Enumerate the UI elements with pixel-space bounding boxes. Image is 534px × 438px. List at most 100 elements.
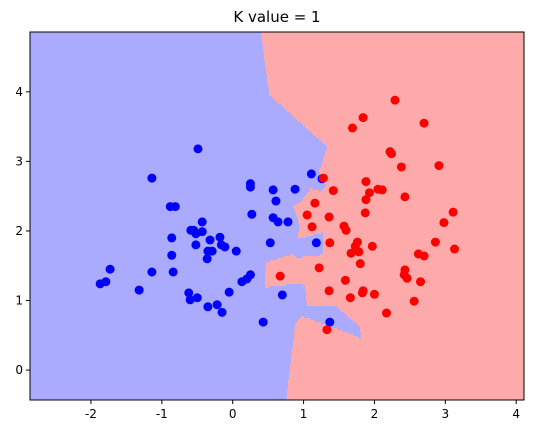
- decision-region: [263, 50, 525, 53]
- point: [386, 149, 396, 159]
- point: [283, 217, 293, 227]
- decision-region: [319, 190, 322, 193]
- decision-region: [30, 116, 295, 119]
- x-tick-label: 0: [229, 407, 237, 421]
- decision-region: [285, 108, 525, 111]
- decision-region: [288, 380, 525, 383]
- point: [216, 240, 226, 250]
- decision-region: [323, 188, 525, 191]
- decision-region: [264, 54, 525, 57]
- decision-region: [30, 142, 324, 145]
- decision-region: [344, 312, 525, 315]
- decision-region: [294, 336, 359, 339]
- point: [328, 186, 338, 196]
- point: [434, 161, 444, 171]
- decision-region: [30, 388, 289, 391]
- decision-region: [326, 150, 525, 153]
- point: [217, 307, 227, 317]
- decision-region: [30, 90, 270, 93]
- point: [134, 285, 144, 295]
- decision-region: [267, 80, 525, 83]
- decision-region: [30, 326, 296, 329]
- decision-region: [290, 370, 525, 373]
- decision-region: [30, 220, 299, 223]
- decision-region: [30, 340, 294, 343]
- decision-region: [30, 288, 306, 291]
- decision-region: [30, 190, 310, 193]
- decision-region: [30, 238, 298, 241]
- decision-region: [295, 328, 338, 331]
- decision-region: [30, 280, 266, 283]
- decision-region: [30, 244, 324, 247]
- decision-region: [304, 196, 525, 199]
- decision-region: [296, 118, 525, 121]
- decision-region: [30, 110, 288, 113]
- decision-region: [320, 172, 525, 175]
- decision-region: [30, 210, 296, 213]
- decision-region: [30, 222, 300, 225]
- point: [367, 241, 377, 251]
- decision-region: [30, 386, 289, 389]
- point: [325, 238, 335, 248]
- decision-region: [303, 124, 525, 127]
- point: [310, 198, 320, 208]
- point: [318, 173, 328, 183]
- decision-region: [287, 110, 525, 113]
- decision-region: [30, 266, 267, 269]
- decision-region: [30, 168, 321, 171]
- point: [352, 237, 362, 247]
- decision-region: [360, 326, 525, 329]
- y-tick-label: 1: [15, 294, 23, 308]
- decision-region: [30, 132, 313, 135]
- point: [377, 185, 387, 195]
- point: [419, 251, 429, 261]
- decision-region: [299, 202, 525, 205]
- decision-region: [312, 188, 324, 191]
- decision-region: [30, 330, 295, 333]
- decision-region: [30, 232, 299, 235]
- decision-region: [30, 158, 324, 161]
- decision-region: [321, 232, 324, 235]
- decision-region: [322, 176, 525, 179]
- decision-region: [261, 32, 525, 35]
- decision-region: [267, 78, 525, 81]
- decision-region: [304, 316, 349, 319]
- point: [193, 144, 203, 154]
- decision-region: [323, 244, 525, 247]
- decision-region: [30, 34, 262, 37]
- x-tick-label: -1: [156, 407, 168, 421]
- decision-region: [30, 58, 265, 61]
- decision-region: [30, 106, 284, 109]
- decision-region: [292, 352, 525, 355]
- decision-region: [30, 112, 291, 115]
- decision-region: [30, 188, 311, 191]
- decision-region: [30, 130, 311, 133]
- decision-region: [313, 234, 324, 237]
- decision-region: [30, 154, 326, 157]
- decision-region: [265, 276, 525, 279]
- y-tick-label: 4: [15, 85, 23, 99]
- decision-region: [30, 138, 320, 141]
- point: [306, 169, 316, 179]
- decision-region: [323, 248, 525, 251]
- decision-region: [30, 88, 270, 91]
- decision-region: [30, 156, 325, 159]
- decision-region: [295, 204, 525, 207]
- decision-region: [342, 330, 361, 333]
- x-tick-label: -2: [85, 407, 97, 421]
- decision-region: [30, 398, 287, 401]
- decision-region: [298, 238, 324, 241]
- decision-region: [30, 252, 324, 255]
- point: [185, 295, 195, 305]
- decision-region: [266, 264, 525, 267]
- decision-region: [299, 318, 311, 321]
- point: [450, 244, 460, 254]
- point: [271, 196, 281, 206]
- decision-region: [361, 332, 525, 335]
- decision-region: [296, 212, 525, 215]
- decision-region: [298, 320, 316, 323]
- decision-region: [284, 256, 297, 259]
- decision-region: [348, 332, 362, 335]
- point: [439, 218, 449, 228]
- decision-region: [325, 154, 525, 157]
